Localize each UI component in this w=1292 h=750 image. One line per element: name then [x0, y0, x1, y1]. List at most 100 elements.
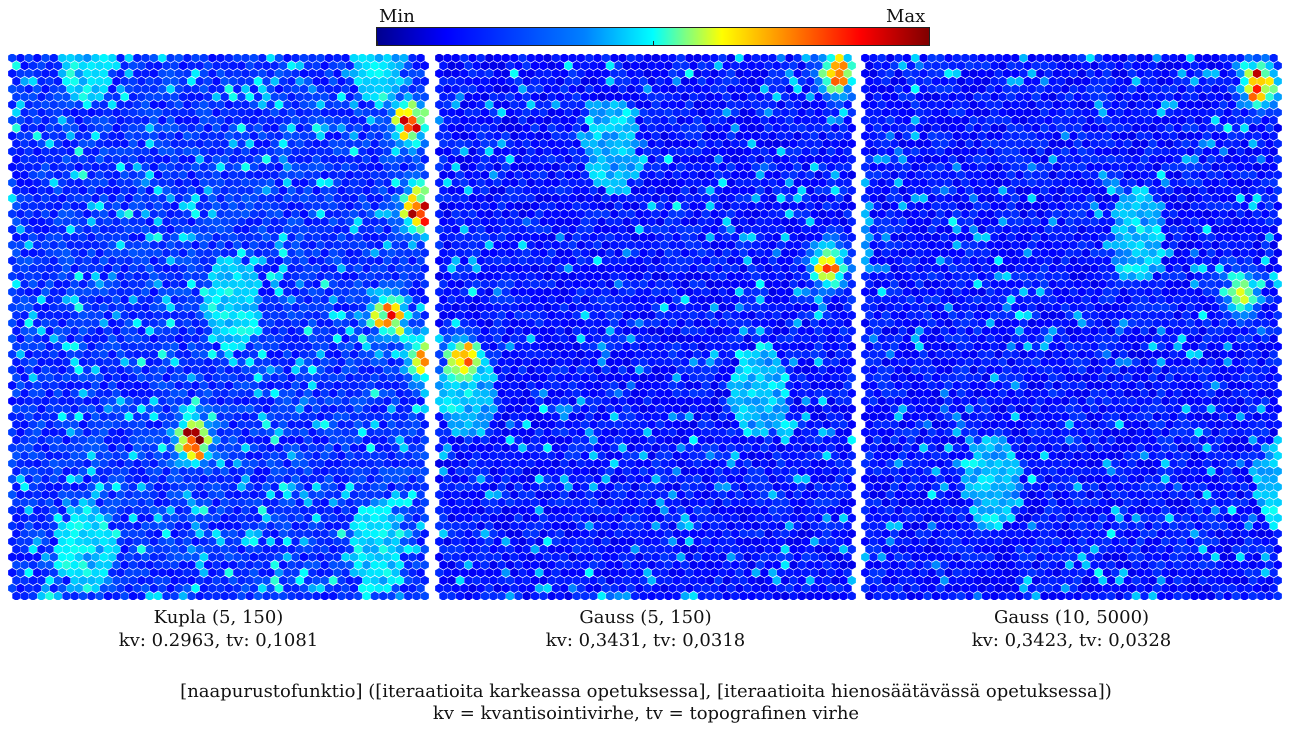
hex-cell: [291, 349, 300, 359]
hex-cell: [112, 435, 121, 445]
hex-cell: [408, 240, 417, 250]
hex-cell: [772, 217, 781, 227]
hex-cell: [681, 248, 690, 258]
hex-cell: [443, 256, 452, 266]
hex-cell: [399, 178, 409, 188]
hex-cell: [631, 76, 640, 86]
hex-cell: [497, 76, 506, 86]
hex-cell: [170, 575, 179, 586]
hex-cell: [137, 326, 146, 336]
hex-cell: [718, 84, 727, 94]
hex-cell: [731, 248, 740, 258]
hex-cell: [137, 357, 146, 367]
hex-cell: [141, 458, 150, 469]
hex-cell: [108, 412, 117, 422]
hex-cell: [78, 513, 88, 523]
hex-cell: [99, 100, 108, 110]
hex-cell: [12, 466, 21, 476]
hex-cell: [170, 326, 179, 336]
hex-cell: [183, 256, 192, 266]
hex-cell: [316, 271, 325, 281]
hex-cell: [224, 287, 233, 297]
hex-cell: [455, 139, 465, 149]
hex-cell: [814, 92, 823, 102]
hex-cell: [274, 131, 283, 141]
hex-cell: [581, 139, 590, 149]
hex-cell: [764, 107, 773, 118]
hex-cell: [179, 76, 188, 86]
hex-cell: [28, 154, 38, 164]
hex-cell: [304, 279, 313, 289]
hex-cell: [12, 341, 21, 352]
hex-cell: [581, 61, 590, 71]
hex-cell: [216, 193, 225, 203]
hex-cell: [464, 107, 473, 118]
hex-cell: [643, 131, 652, 141]
hex-cell: [170, 373, 179, 383]
hex-cell: [785, 256, 794, 266]
hex-cell: [308, 146, 317, 157]
hex-cell: [622, 217, 631, 227]
hex-cell: [258, 318, 267, 328]
hex-cell: [651, 240, 660, 250]
hex-cell: [556, 217, 565, 227]
hex-cell: [229, 529, 238, 539]
hex-cell: [237, 92, 246, 102]
hex-cell: [526, 193, 535, 203]
hex-cell: [606, 232, 615, 242]
hex-cell: [266, 443, 275, 453]
hex-cell: [74, 365, 83, 375]
hex-cell: [266, 474, 275, 484]
hex-cell: [518, 54, 527, 63]
hex-cell: [191, 443, 200, 453]
hex-cell: [793, 100, 802, 110]
hex-cell: [585, 146, 594, 157]
hex-cell: [308, 412, 317, 422]
hex-cell: [108, 287, 117, 297]
hex-cell: [337, 310, 346, 320]
hex-cell: [370, 341, 379, 352]
hex-cell: [722, 92, 731, 102]
hex-cell: [447, 263, 456, 274]
hex-cell: [412, 513, 421, 523]
hex-cell: [333, 115, 342, 125]
hex-cell: [518, 271, 527, 281]
hex-cell: [747, 76, 756, 86]
hex-cell: [547, 185, 556, 196]
hex-cell: [366, 536, 375, 547]
hex-cell: [58, 100, 67, 110]
hex-cell: [199, 302, 208, 313]
hex-cell: [404, 263, 413, 274]
hex-cell: [308, 380, 317, 391]
hex-cell: [337, 482, 346, 492]
hex-cell: [179, 232, 188, 242]
hex-cell: [204, 232, 213, 242]
hex-cell: [572, 201, 581, 211]
hex-cell: [760, 240, 769, 250]
hex-cell: [49, 318, 58, 328]
hex-cell: [233, 131, 242, 141]
hex-cell: [249, 193, 258, 203]
hex-cell: [116, 68, 125, 79]
hex-cell: [366, 54, 375, 63]
hex-cell: [24, 84, 33, 94]
hex-cell: [316, 68, 325, 79]
hex-cell: [245, 497, 254, 508]
hex-cell: [497, 279, 506, 289]
hex-cell: [735, 256, 744, 266]
hex-cell: [395, 373, 404, 383]
hex-cell: [237, 279, 246, 289]
hex-cell: [33, 302, 42, 313]
hex-cell: [129, 544, 138, 554]
hex-cell: [129, 466, 138, 476]
hex-cell: [760, 84, 769, 94]
hex-cell: [220, 373, 229, 383]
hex-cell: [668, 193, 677, 203]
colorbar-tick: [377, 41, 378, 46]
hex-cell: [395, 232, 404, 242]
hex-cell: [689, 76, 698, 86]
hex-cell: [731, 217, 740, 227]
hex-cell: [526, 68, 535, 79]
hex-cell: [133, 412, 142, 422]
hex-cell: [279, 263, 288, 274]
